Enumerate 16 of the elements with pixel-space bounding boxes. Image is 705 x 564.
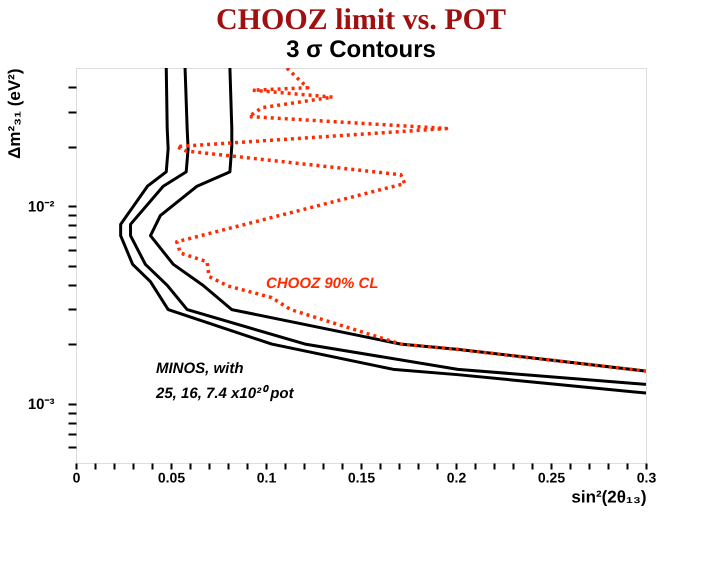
annotation: 25, 16, 7.4 x10²⁰ pot <box>155 384 295 402</box>
x-tick-label: 0 <box>72 470 81 486</box>
x-tick-label: 0.3 <box>636 470 656 486</box>
x-tick-label: 0.1 <box>256 470 276 486</box>
x-tick-label: 0.15 <box>348 470 376 486</box>
chart-title: CHOOZ limit vs. POT <box>216 3 506 36</box>
x-tick-label: 0.25 <box>538 470 566 486</box>
annotation: MINOS, with <box>156 360 244 377</box>
y-tick-label: 10⁻³ <box>28 396 54 414</box>
y-tick-label: 10⁻² <box>28 198 54 216</box>
y-axis-title: Δm²₃₁ (eV²) <box>4 68 24 159</box>
chart-subtitle: 3 σ Contours <box>286 36 436 63</box>
x-tick-label: 0.05 <box>158 470 186 486</box>
annotation: CHOOZ 90% CL <box>266 275 379 292</box>
x-tick-label: 0.2 <box>446 470 466 486</box>
x-axis-title: sin²(2θ₁₃) <box>571 488 646 506</box>
